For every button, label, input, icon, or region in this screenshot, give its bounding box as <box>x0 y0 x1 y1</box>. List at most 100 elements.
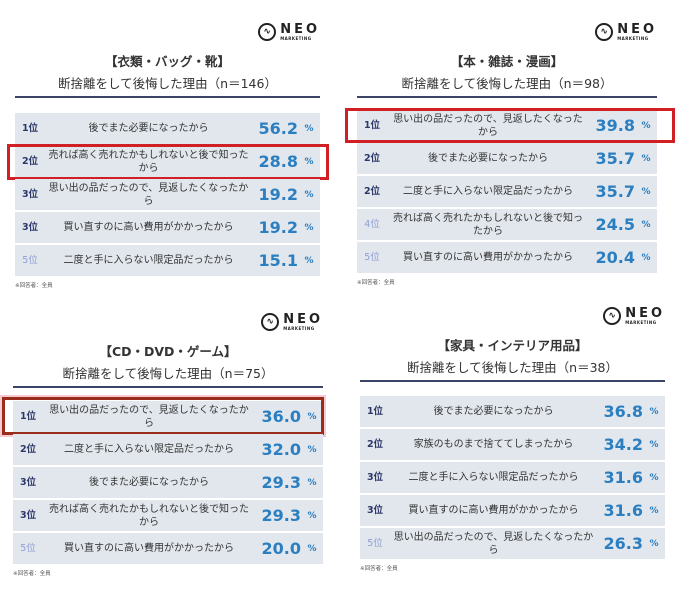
brand-sub: MARKETING <box>617 36 649 41</box>
brand-name: NEO <box>617 22 657 37</box>
ranking-panel: ∿ NEO MARKETING 【本・雑誌・漫画】断捨離をして後悔した理由（n＝98）… <box>345 0 675 287</box>
wave-circle-icon: ∿ <box>258 23 277 41</box>
ranking-row: 3位 思い出の品だったので、見返したくなったから 19.2% <box>15 179 320 210</box>
reason-text: 買い直すのに高い費用がかかったから <box>63 222 234 233</box>
brand-wordmark: NEO MARKETING <box>280 23 320 41</box>
brand-name: NEO <box>283 312 323 327</box>
reason-text: 売れば高く売れたかもしれないと後で知ったから <box>393 212 583 237</box>
reason-text: 後でまた必要になったから <box>89 477 209 488</box>
brand-sub: MARKETING <box>625 320 657 325</box>
reason-text: 家族のものまで捨ててしまったから <box>413 439 574 450</box>
ranking-row: 1位 思い出の品だったので、見返したくなったから 36.0% <box>2 397 324 435</box>
percent-value: 56.2 <box>258 118 298 138</box>
ranking-row: 5位 買い直すのに高い費用がかかったから 20.0% <box>13 533 323 564</box>
ranking-list: 1位 思い出の品だったので、見返したくなったから 39.8% 2位 後でまた必要になった… <box>345 108 675 273</box>
ranking-row: 3位 後でまた必要になったから 29.3% <box>13 467 323 498</box>
brand-wordmark: NEO MARKETING <box>625 307 665 325</box>
ranking-list: 1位 後でまた必要になったから 56.2% 2位 売れば高く売れたかもしれないと後で知っ… <box>7 113 329 276</box>
respondent-note: ※回答者：全員 <box>357 280 395 286</box>
rank-label: 3位 <box>366 471 384 483</box>
ranking-row: 5位 思い出の品だったので、見返したくなったから 26.3% <box>360 528 665 559</box>
rank-label: 3位 <box>19 476 37 488</box>
reason-text: 買い直すのに高い費用がかかったから <box>403 252 573 263</box>
percent-unit: % <box>304 123 314 134</box>
ranking-list: 1位 後でまた必要になったから 36.8% 2位 家族のものまで捨ててしまったから 34.… <box>360 396 665 559</box>
reason-text: 売れば高く売れたかもしれないと後で知ったから <box>48 149 249 174</box>
percent-unit: % <box>307 411 317 422</box>
percent-unit: % <box>304 222 314 233</box>
panel-title: 【家具・インテリア用品】 <box>437 338 588 353</box>
reason-text: 後でまた必要になったから <box>433 406 554 417</box>
wave-circle-icon: ∿ <box>595 23 614 41</box>
percent-value: 19.2 <box>258 184 298 204</box>
title-divider <box>360 380 665 382</box>
rank-label: 2位 <box>21 155 39 167</box>
percent-value: 29.3 <box>261 472 301 492</box>
ranking-row: 2位 売れば高く売れたかもしれないと後で知ったから 28.8% <box>7 144 329 180</box>
reason-text: 後でまた必要になったから <box>428 153 548 164</box>
title-divider <box>13 386 323 388</box>
reason-text: 二度と手に入らない限定品だったから <box>64 444 234 455</box>
ranking-row: 2位 後でまた必要になったから 35.7% <box>357 143 657 174</box>
panel-title: 【CD・DVD・ゲーム】 <box>99 344 237 359</box>
percent-unit: % <box>649 472 659 483</box>
percent-value: 15.1 <box>258 250 298 270</box>
panel-title: 【衣類・バッグ・靴】 <box>104 54 230 69</box>
percent-unit: % <box>641 120 651 131</box>
ranking-row: 3位 二度と手に入らない限定品だったから 31.6% <box>360 462 665 493</box>
percent-unit: % <box>649 505 659 516</box>
brand-name: NEO <box>625 306 665 321</box>
ranking-row: 2位 二度と手に入らない限定品だったから 35.7% <box>357 176 657 207</box>
rank-label: 2位 <box>366 438 384 450</box>
percent-value: 20.0 <box>261 538 301 558</box>
percent-value: 36.0 <box>261 406 301 426</box>
rank-label: 2位 <box>363 185 381 197</box>
rank-label: 1位 <box>21 122 39 134</box>
ranking-row: 1位 思い出の品だったので、見返したくなったから 39.8% <box>345 108 675 143</box>
percent-unit: % <box>307 444 317 455</box>
wave-circle-icon: ∿ <box>261 313 280 331</box>
panel-subtitle: 断捨離をして後悔した理由（n＝38） <box>407 360 618 375</box>
brand-logo: ∿ NEO MARKETING <box>258 22 320 42</box>
percent-value: 31.6 <box>603 500 643 520</box>
reason-text: 買い直すのに高い費用がかかったから <box>408 505 579 516</box>
rank-label: 3位 <box>21 188 39 200</box>
ranking-row: 2位 二度と手に入らない限定品だったから 32.0% <box>13 434 323 465</box>
percent-value: 24.5 <box>595 214 635 234</box>
percent-unit: % <box>641 219 651 230</box>
rank-label: 5位 <box>20 542 36 554</box>
rank-label: 5位 <box>22 254 38 266</box>
percent-unit: % <box>641 252 651 263</box>
percent-value: 26.3 <box>603 533 643 553</box>
brand-sub: MARKETING <box>283 326 315 331</box>
panel-subtitle: 断捨離をして後悔した理由（n＝75） <box>62 366 274 381</box>
rank-label: 3位 <box>21 221 39 233</box>
percent-value: 31.6 <box>603 467 643 487</box>
rank-label: 1位 <box>19 410 37 422</box>
ranking-panel: ∿ NEO MARKETING 【衣類・バッグ・靴】 断捨離をして後悔した理由（n＝14… <box>7 0 329 290</box>
percent-value: 28.8 <box>258 151 298 171</box>
panel-subtitle: 断捨離をして後悔した理由（n＝98） <box>401 76 613 91</box>
respondent-note: ※回答者：全員 <box>360 566 398 572</box>
percent-unit: % <box>307 510 317 521</box>
brand-logo: ∿ NEO MARKETING <box>261 312 323 332</box>
percent-unit: % <box>304 156 314 167</box>
rank-label: 2位 <box>19 443 37 455</box>
reason-text: 思い出の品だったので、見返したくなったから <box>393 531 594 556</box>
ranking-row: 4位 売れば高く売れたかもしれないと後で知ったから 24.5% <box>357 209 657 240</box>
reason-text: 思い出の品だったので、見返したくなったから <box>393 113 583 138</box>
rank-label: 3位 <box>366 504 384 516</box>
rank-label: 5位 <box>367 537 383 549</box>
percent-value: 35.7 <box>595 181 635 201</box>
percent-unit: % <box>649 538 659 549</box>
reason-text: 後でまた必要になったから <box>88 123 209 134</box>
panel-title: 【本・雑誌・漫画】 <box>450 54 564 69</box>
rank-label: 2位 <box>363 152 381 164</box>
brand-logo: ∿ NEO MARKETING <box>595 22 657 42</box>
title-divider <box>357 96 657 98</box>
brand-logo: ∿ NEO MARKETING <box>603 306 665 326</box>
percent-value: 32.0 <box>261 439 301 459</box>
rank-label: 5位 <box>364 251 380 263</box>
ranking-panel: ∿ NEO MARKETING 【家具・インテリア用品】断捨離をして後悔した理由（n＝… <box>360 300 665 573</box>
percent-unit: % <box>649 406 659 417</box>
